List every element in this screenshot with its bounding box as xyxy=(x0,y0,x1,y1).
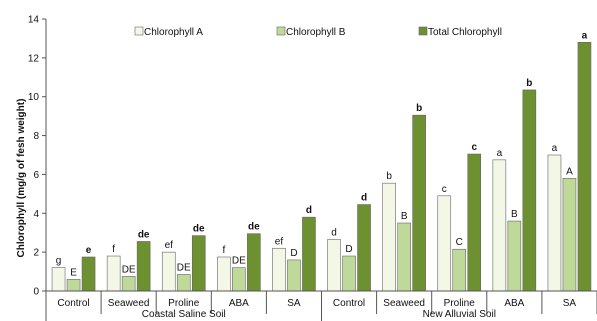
bar xyxy=(136,241,151,292)
data-label: de xyxy=(193,224,205,235)
x-tick-label: SA xyxy=(563,298,577,309)
data-label: A xyxy=(566,166,573,177)
data-label: DE xyxy=(122,264,136,275)
bar xyxy=(562,178,577,292)
bar xyxy=(247,233,261,292)
bar xyxy=(176,274,191,292)
bar xyxy=(357,204,371,292)
bar xyxy=(467,153,482,292)
x-axis: Control Seaweed Proline ABA SA Control Seaweed… xyxy=(45,290,597,321)
data-label: c xyxy=(471,142,477,153)
y-tick-label: 8 xyxy=(33,131,39,142)
legend-swatch xyxy=(276,26,286,36)
bar xyxy=(106,255,121,292)
legend-label: Total Chlorophyll xyxy=(428,27,502,38)
bar xyxy=(577,42,592,292)
bar xyxy=(51,267,66,292)
bar xyxy=(121,276,136,292)
data-label: f xyxy=(222,245,225,256)
data-label: a xyxy=(582,30,588,41)
bar xyxy=(437,195,452,292)
x-tick-label: SA xyxy=(287,298,301,309)
x-tick-label: Proline xyxy=(168,298,200,309)
data-label: DE xyxy=(232,256,246,267)
bar xyxy=(272,247,286,292)
x-tick-label: ABA xyxy=(229,298,249,309)
y-tick-label: 12 xyxy=(28,53,40,64)
y-tick-label: 10 xyxy=(28,92,40,103)
bar xyxy=(522,89,537,292)
data-label: b xyxy=(416,103,422,114)
group-label: Coastal Saline Soil xyxy=(142,309,226,320)
legend: Chlorophyll A Chlorophyll B Total Chloroph… xyxy=(134,26,502,38)
data-label: de xyxy=(248,222,260,233)
x-tick-label: Control xyxy=(333,298,365,309)
data-label: d xyxy=(306,205,312,216)
data-label: D xyxy=(290,248,297,259)
bar xyxy=(327,239,341,292)
x-tick-label: Control xyxy=(57,298,89,309)
data-label: B xyxy=(511,209,518,220)
bar xyxy=(342,255,356,292)
bar xyxy=(161,251,176,292)
y-tick-label: 14 xyxy=(28,15,40,26)
data-label: ef xyxy=(165,240,174,251)
bar xyxy=(452,248,467,292)
x-tick-label: Seaweed xyxy=(383,298,425,309)
bar xyxy=(81,256,96,292)
data-label: DE xyxy=(177,262,191,273)
data-label: d xyxy=(361,193,367,204)
data-label: b xyxy=(386,171,392,182)
data-label: e xyxy=(86,245,92,256)
data-label: C xyxy=(456,237,463,248)
data-label: f xyxy=(112,244,115,255)
data-label: a xyxy=(497,148,503,159)
y-tick-label: 4 xyxy=(33,209,39,220)
bar xyxy=(382,182,396,292)
data-label: ef xyxy=(275,236,284,247)
bar xyxy=(217,256,231,292)
group-label: New Alluvial Soil xyxy=(423,309,496,320)
bar xyxy=(412,114,426,292)
legend-label: Chlorophyll A xyxy=(144,27,203,38)
data-label: a xyxy=(552,143,558,154)
y-tick-label: 0 xyxy=(33,287,39,298)
data-label: D xyxy=(345,244,352,255)
legend-label: Chlorophyll B xyxy=(286,27,346,38)
data-label: g xyxy=(56,256,62,267)
bar xyxy=(302,216,316,292)
data-label: d xyxy=(331,228,337,239)
bar xyxy=(492,159,507,292)
bar xyxy=(232,267,246,292)
bar xyxy=(66,279,81,292)
y-axis: 0 2 4 6 8 10 12 14 xyxy=(28,15,47,298)
y-tick-label: 2 xyxy=(33,248,39,259)
x-tick-label: Proline xyxy=(444,298,476,309)
bar xyxy=(507,220,522,292)
x-tick-label: ABA xyxy=(504,298,524,309)
x-tick-label: Seaweed xyxy=(108,298,150,309)
bar xyxy=(397,222,411,292)
y-axis-label: Chlorophyll (mg/g of fesh weight) xyxy=(16,99,27,258)
y-tick-label: 6 xyxy=(33,170,39,181)
bar xyxy=(287,259,301,292)
legend-swatch xyxy=(418,26,428,36)
data-label: de xyxy=(138,229,150,240)
data-label: B xyxy=(401,211,408,222)
data-label: b xyxy=(526,78,532,89)
bar xyxy=(547,154,562,292)
data-label: E xyxy=(70,267,77,278)
bar xyxy=(191,235,206,292)
legend-swatch xyxy=(134,26,144,36)
data-label: c xyxy=(442,184,447,195)
